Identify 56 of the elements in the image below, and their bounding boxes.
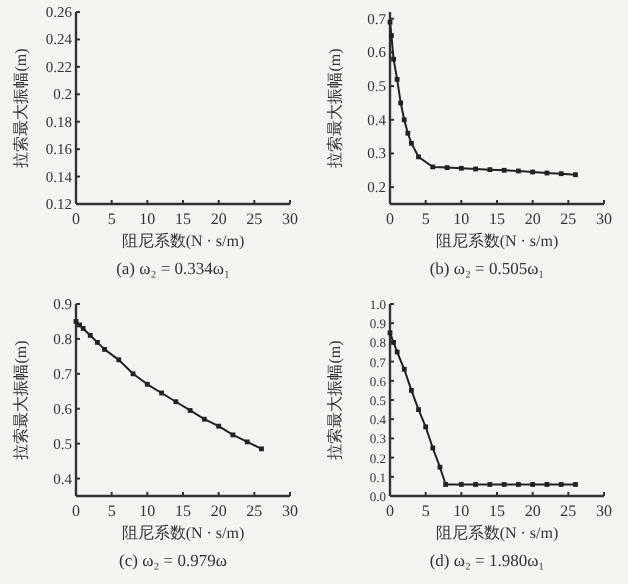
x-tick-label: 30 [596, 502, 612, 520]
x-tick-label: 10 [139, 502, 156, 520]
x-tick-label: 25 [560, 502, 577, 520]
point [216, 423, 222, 429]
x-tick-label: 5 [421, 502, 430, 520]
point [487, 167, 493, 173]
x-tick-label: 25 [246, 210, 263, 228]
x-tick-label: 15 [175, 210, 191, 228]
x-tick-label: 30 [282, 210, 298, 228]
x-tick-label: 30 [282, 502, 298, 520]
line-series [387, 19, 578, 178]
x-tick-label: 20 [210, 502, 227, 520]
x-tick-label: 0 [386, 502, 394, 520]
x-tick-label: 10 [139, 210, 156, 228]
x-tick-label: 20 [524, 210, 541, 228]
x-tick-label: 0 [72, 502, 80, 520]
x-tick-label: 10 [453, 210, 470, 228]
point [394, 76, 400, 82]
point [173, 399, 179, 405]
text: (d) ω₂ = 1.980ω₁ [429, 550, 545, 570]
x-tick-label: 25 [246, 502, 263, 520]
x-tick-label: 20 [524, 502, 541, 520]
point [401, 366, 407, 372]
x-tick-label: 15 [489, 502, 505, 520]
y-axis-title: 拉索最大振幅(m) [12, 47, 30, 168]
y-axis-title: 拉索最大振幅(m) [326, 339, 344, 460]
x-axis-title: 阻尼系数(N · s/m) [435, 232, 559, 250]
x-tick-label: 5 [107, 502, 116, 520]
point [116, 357, 122, 363]
point [501, 167, 507, 173]
y-axis-title: 拉索最大振幅(m) [12, 339, 30, 460]
point [405, 130, 411, 136]
x-tick-label: 15 [175, 502, 191, 520]
point [144, 381, 150, 387]
point [458, 165, 464, 171]
x-axis-title: 阻尼系数(N · s/m) [121, 232, 245, 250]
x-tick-label: 5 [421, 210, 430, 228]
x-tick-label: 30 [596, 210, 612, 228]
y-axis-title: 拉索最大振幅(m) [326, 47, 344, 168]
point [244, 439, 250, 445]
text: (a) ω₂ = 0.334ω₁ [116, 258, 230, 278]
x-tick-label: 15 [489, 210, 505, 228]
x-tick-label: 25 [560, 210, 577, 228]
text: (b) ω₂ = 0.505ω₁ [429, 258, 545, 278]
x-tick-label: 10 [453, 502, 470, 520]
x-tick-label: 5 [107, 210, 116, 228]
x-tick-label: 0 [72, 210, 80, 228]
line-series [387, 330, 578, 487]
point [401, 117, 407, 123]
point [423, 424, 429, 430]
x-axis-title: 阻尼系数(N · s/m) [121, 524, 245, 542]
text: (c) ω₂ = 0.979ω [119, 550, 228, 570]
x-tick-label: 20 [210, 210, 227, 228]
x-axis-title: 阻尼系数(N · s/m) [435, 524, 559, 542]
x-tick-label: 0 [386, 210, 394, 228]
point [558, 171, 564, 177]
